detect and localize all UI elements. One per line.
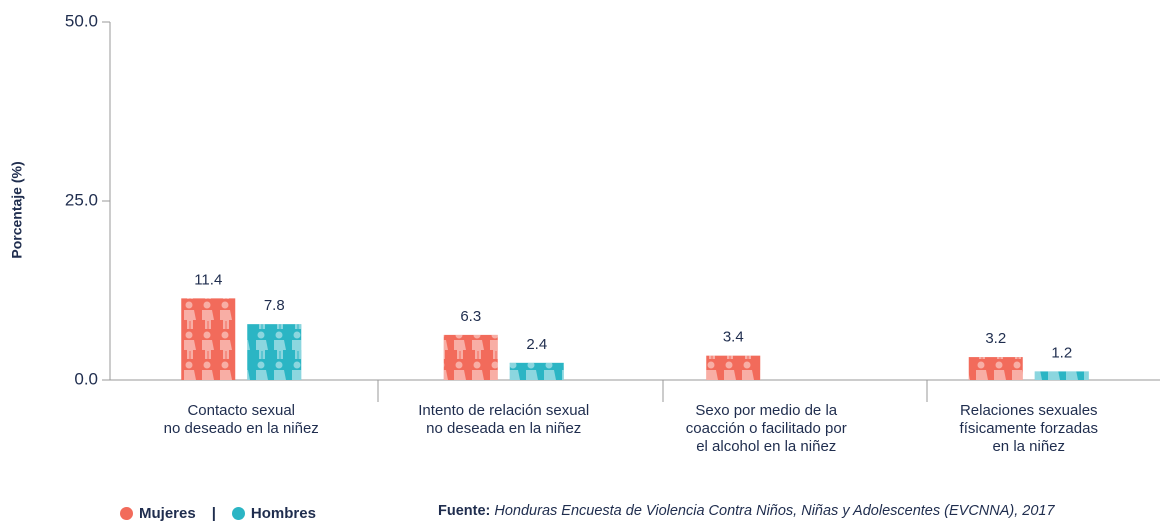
value-label: 3.2 [985,330,1006,347]
bar-pictogram [509,362,564,380]
chart: Porcentaje (%) 0.0 25.0 50.0 11.4 7.8 6.3 2.4 3… [9,11,1160,402]
bar-pictogram [247,324,302,380]
x-tick-label: Sexo por medio de la coacción o facilita… [685,402,847,455]
y-axis-label: Porcentaje (%) [9,161,25,258]
x-tick-label: Contacto sexual no deseado en la niñez [163,402,319,437]
legend-label: Hombres [250,505,316,522]
bar-pictogram [706,355,761,380]
bar-pictogram [1034,371,1089,380]
value-label: 2.4 [526,336,547,353]
y-tick-label: 50.0 [65,11,98,30]
legend-separator: | [211,505,216,522]
source-text: Honduras Encuesta de Violencia Contra Ni… [494,503,1055,519]
x-tick-label: Relaciones sexuales físicamente forzadas… [959,402,1098,455]
legend-swatch [120,507,133,520]
value-label: 3.4 [723,329,744,346]
bar-pictogram [968,357,1023,380]
y-tick-label: 0.0 [74,369,98,388]
value-label: 1.2 [1051,344,1072,361]
source-note: Fuente: Honduras Encuesta de Violencia C… [438,503,1055,519]
legend-label: Mujeres [139,505,196,522]
x-tick-label: Intento de relación sexual no deseada en… [418,402,590,437]
value-label: 6.3 [460,308,481,325]
legend-swatch [231,507,245,520]
y-tick-label: 25.0 [65,190,98,209]
bar-pictogram [181,298,236,380]
source-label: Fuente: [438,503,491,519]
bar-pictogram [443,334,498,380]
value-label: 7.8 [264,297,285,314]
legend: Mujeres | Hombres [120,505,316,522]
value-label: 11.4 [194,271,222,288]
